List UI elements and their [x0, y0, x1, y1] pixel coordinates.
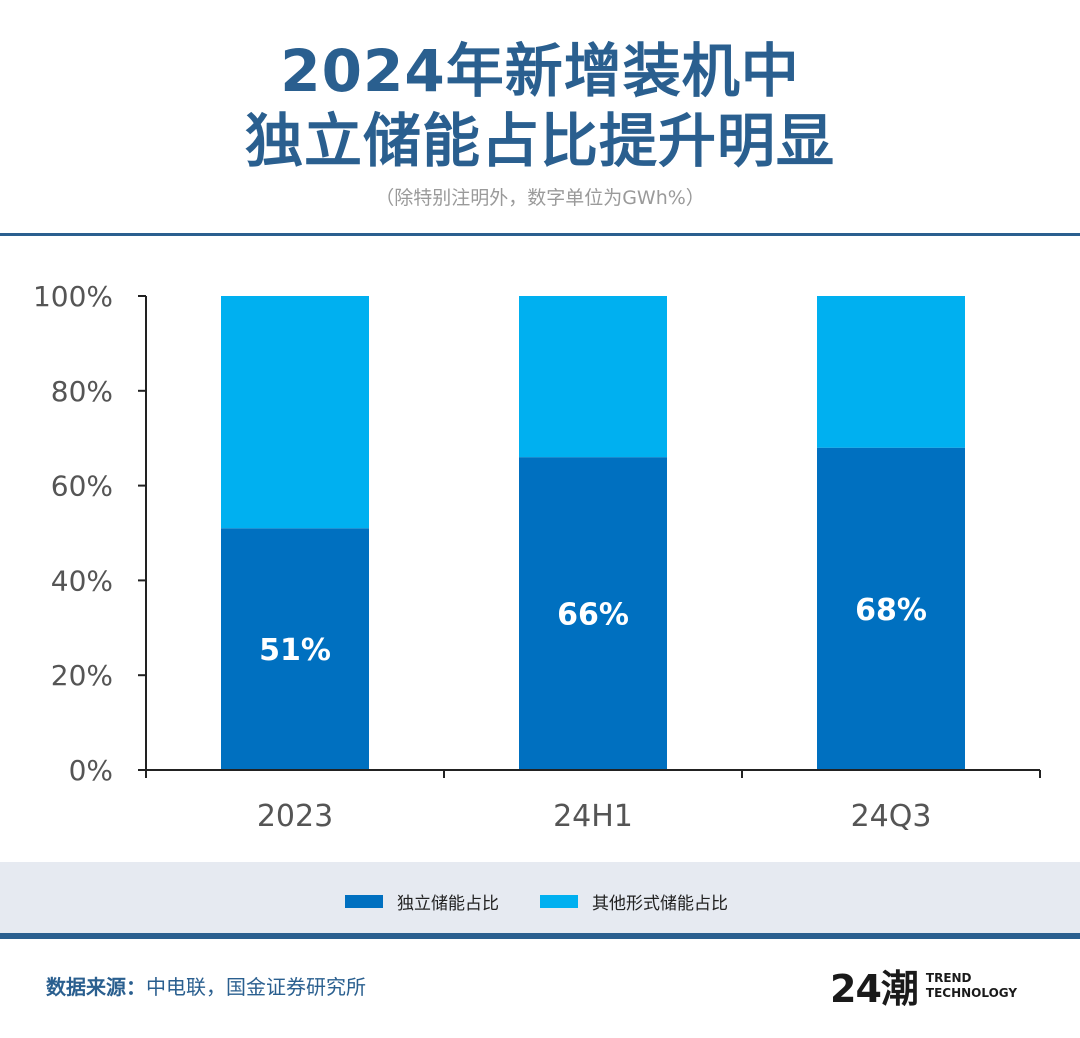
legend-swatch-independent [345, 895, 383, 908]
y-tick-label: 20% [51, 659, 113, 692]
chart-title-line-2: 独立储能占比提升明显 [244, 107, 835, 175]
y-tick-label: 60% [51, 470, 113, 503]
legend-swatch-other [540, 895, 578, 908]
legend-label-independent: 独立储能占比 [397, 894, 499, 914]
bottom-divider [0, 933, 1080, 939]
bar-2023-independent [221, 528, 369, 770]
x-tick-label-24h1: 24H1 [553, 799, 633, 834]
logo-text-line-1: TREND [925, 970, 972, 985]
y-tick-label: 0% [69, 754, 113, 787]
x-tick-label-2023: 2023 [257, 799, 333, 834]
legend-item-independent: 独立储能占比 [345, 889, 499, 914]
data-label-24q3: 68% [855, 593, 927, 628]
brand-logo: 24潮 TREND TECHNOLOGY [830, 958, 1017, 1013]
bar-24h1-independent [519, 457, 667, 770]
data-label-2023: 51% [259, 633, 331, 668]
legend-item-other: 其他形式储能占比 [540, 889, 728, 914]
bar-24q3-independent [817, 447, 965, 770]
source-text: 中电联，国金证券研究所 [146, 975, 366, 999]
legend-label-other: 其他形式储能占比 [592, 894, 728, 914]
data-label-24h1: 66% [557, 598, 629, 633]
chart-title-line-1: 2024年新增装机中 [280, 37, 800, 105]
y-tick-label: 100% [33, 280, 113, 313]
y-tick-label: 80% [51, 375, 113, 408]
stacked-bar-chart: 51% 2023 66% 24H1 68% 24Q3 0% 20% 40% 60% 80% 100% [33, 280, 1041, 834]
top-divider [0, 233, 1080, 236]
logo-text: TREND TECHNOLOGY [926, 971, 1017, 1001]
logo-mark: 24潮 [830, 967, 919, 1011]
source-label: 数据来源： [46, 975, 146, 999]
chart-subtitle: （除特别注明外，数字单位为GWh%） [375, 187, 705, 209]
bar-2023-other [221, 296, 369, 529]
x-tick-label-24q3: 24Q3 [851, 799, 932, 834]
bar-24h1-other [519, 296, 667, 458]
bar-24q3-other [817, 296, 965, 448]
y-tick-label: 40% [51, 564, 113, 597]
data-source: 数据来源：中电联，国金证券研究所 [46, 971, 366, 1000]
logo-text-line-2: TECHNOLOGY [925, 985, 1018, 1000]
